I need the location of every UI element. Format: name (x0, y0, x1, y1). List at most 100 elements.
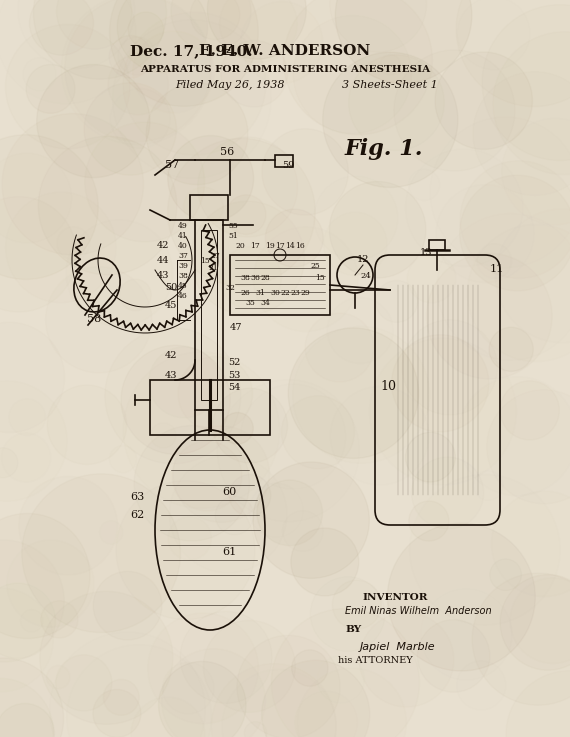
Circle shape (323, 52, 458, 187)
Text: 42: 42 (157, 241, 169, 250)
Circle shape (22, 474, 181, 632)
Text: 55: 55 (228, 222, 238, 230)
Circle shape (146, 83, 248, 185)
Text: his ATTORNEY: his ATTORNEY (337, 656, 412, 665)
Text: 27: 27 (210, 252, 220, 260)
Text: 15: 15 (315, 274, 325, 282)
Text: Dec. 17, 1940.: Dec. 17, 1940. (130, 44, 253, 58)
Circle shape (283, 0, 433, 135)
Text: 39: 39 (178, 262, 188, 270)
Text: 57: 57 (165, 160, 179, 170)
Bar (150, 380, 270, 435)
Circle shape (335, 0, 472, 83)
Circle shape (392, 335, 489, 432)
Text: 30: 30 (270, 289, 280, 297)
Text: BY: BY (345, 625, 361, 634)
Text: 11: 11 (490, 264, 504, 274)
Circle shape (388, 523, 535, 671)
Text: 16: 16 (295, 242, 305, 250)
Circle shape (435, 52, 532, 150)
Text: 43: 43 (157, 271, 169, 280)
Circle shape (131, 697, 205, 737)
Circle shape (0, 135, 98, 279)
Text: Filed May 26, 1938: Filed May 26, 1938 (175, 80, 285, 90)
Text: 29: 29 (300, 289, 310, 297)
Text: 61: 61 (222, 547, 236, 557)
Text: 54: 54 (228, 383, 241, 392)
Text: 47: 47 (230, 323, 242, 332)
Text: 51: 51 (228, 232, 238, 240)
Text: 21: 21 (208, 264, 218, 272)
Circle shape (168, 517, 211, 560)
Circle shape (253, 462, 369, 579)
Text: Emil Ninas Wilhelm  Anderson: Emil Ninas Wilhelm Anderson (345, 606, 491, 616)
Circle shape (38, 136, 177, 275)
Text: 31: 31 (255, 289, 265, 297)
Text: 41: 41 (178, 232, 188, 240)
Text: 43: 43 (165, 371, 177, 380)
Text: 56: 56 (220, 147, 234, 157)
Text: 22: 22 (280, 289, 290, 297)
Circle shape (65, 0, 211, 142)
Bar (201, 230, 217, 400)
Circle shape (93, 689, 141, 737)
Text: 53: 53 (228, 371, 241, 380)
Circle shape (489, 327, 533, 371)
Text: 40: 40 (178, 242, 188, 250)
Text: 19: 19 (265, 242, 275, 250)
Text: 25: 25 (310, 262, 320, 270)
Text: 12: 12 (357, 255, 369, 264)
Text: 45: 45 (178, 282, 188, 290)
Bar (429, 240, 445, 250)
Text: 26: 26 (240, 289, 250, 297)
Text: 10: 10 (380, 380, 396, 393)
Text: 17: 17 (250, 242, 260, 250)
Circle shape (103, 680, 139, 716)
Text: 32: 32 (225, 284, 235, 292)
Circle shape (405, 433, 455, 482)
Text: 28: 28 (260, 274, 270, 282)
Text: 13: 13 (420, 248, 433, 257)
Text: 52: 52 (228, 358, 241, 367)
Text: 45: 45 (165, 301, 177, 310)
Circle shape (149, 347, 219, 418)
Text: 23: 23 (290, 289, 300, 297)
Text: 3 Sheets-Sheet 1: 3 Sheets-Sheet 1 (342, 80, 438, 90)
Circle shape (109, 0, 258, 106)
Text: 62: 62 (130, 510, 144, 520)
Bar (195, 220, 223, 410)
Text: 20: 20 (235, 242, 245, 250)
Text: 58: 58 (87, 314, 101, 324)
Bar (275, 155, 293, 167)
Text: 36: 36 (250, 274, 260, 282)
Text: 34: 34 (260, 299, 270, 307)
Bar (190, 195, 228, 220)
Circle shape (222, 413, 253, 444)
Circle shape (291, 528, 359, 596)
Circle shape (133, 31, 214, 113)
Circle shape (288, 328, 418, 458)
Text: E. E. W. ANDERSON: E. E. W. ANDERSON (200, 44, 370, 58)
Text: 14: 14 (285, 242, 295, 250)
Text: 44: 44 (157, 256, 169, 265)
Circle shape (161, 649, 266, 737)
Circle shape (34, 0, 166, 79)
Text: 59: 59 (282, 161, 294, 170)
Text: 24: 24 (360, 272, 370, 280)
Circle shape (207, 0, 306, 59)
Circle shape (257, 480, 323, 545)
Text: 60: 60 (222, 487, 236, 497)
Text: 37: 37 (178, 252, 188, 260)
Text: INVENTOR: INVENTOR (363, 593, 428, 602)
Text: APPARATUS FOR ADMINISTERING ANESTHESIA: APPARATUS FOR ADMINISTERING ANESTHESIA (140, 65, 430, 74)
Circle shape (0, 540, 64, 662)
Text: 35: 35 (245, 299, 255, 307)
Text: Fig. 1.: Fig. 1. (345, 138, 424, 160)
Circle shape (171, 0, 251, 52)
Text: Japiel  Marble: Japiel Marble (360, 642, 435, 652)
Circle shape (426, 254, 552, 379)
Text: 49: 49 (178, 222, 188, 230)
Text: 17: 17 (275, 242, 285, 250)
Text: 63: 63 (130, 492, 144, 502)
Circle shape (123, 13, 266, 155)
